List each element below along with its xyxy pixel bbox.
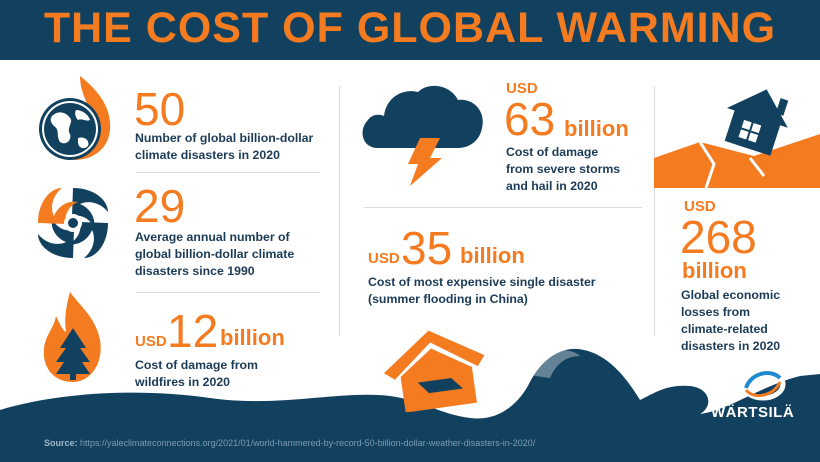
description-line: wildfires in 2020 (135, 375, 231, 389)
description-line: from severe storms (506, 162, 621, 176)
divider (339, 86, 340, 336)
annual-average-value: 29 (134, 180, 186, 232)
global-losses-unit: billion (682, 258, 747, 283)
description-line: and hail in 2020 (506, 179, 598, 193)
divider (364, 207, 642, 208)
single-disaster-description: Cost of most expensive single disaster (… (368, 274, 596, 308)
single-disaster-unit: billion (460, 243, 525, 268)
annual-average-description: Average annual number of global billion-… (135, 229, 294, 280)
hurricane-icon (38, 188, 108, 258)
wartsila-logo-text: WÄRTSILÄ (711, 404, 795, 421)
wildfires-unit: billion (220, 325, 285, 350)
divider (136, 172, 319, 173)
description-line: Cost of damage from (135, 358, 258, 372)
disasters-2020-description: Number of global billion-dollar climate … (135, 130, 313, 164)
burning-globe-icon (39, 76, 111, 160)
flooded-house-icon (383, 330, 485, 412)
description-line: global billion-dollar climate (135, 247, 295, 261)
page-title: THE COST OF GLOBAL WARMING (43, 4, 777, 52)
description-line: Cost of most expensive single disaster (368, 275, 596, 289)
global-losses-description: Global economic losses from climate-rela… (681, 287, 780, 355)
description-line: losses from (681, 305, 751, 319)
description-line: Average annual number of (135, 230, 290, 244)
wildfires-description: Cost of damage from wildfires in 2020 (135, 357, 258, 391)
storms-value: 63 (504, 93, 556, 145)
divider (136, 292, 319, 293)
description-line: climate-related (681, 322, 768, 336)
description-line: (summer flooding in China) (368, 292, 528, 306)
global-losses-currency: USD (684, 198, 716, 215)
wartsila-swirl-icon (740, 367, 786, 401)
collapsing-house-icon (654, 89, 820, 188)
description-line: Cost of damage (506, 145, 599, 159)
storms-description: Cost of damage from severe storms and ha… (506, 144, 620, 195)
storms-currency: USD (506, 80, 538, 97)
description-line: disasters since 1990 (135, 264, 255, 278)
description-line: Global economic (681, 288, 781, 302)
source-url[interactable]: https://yaleclimateconnections.org/2021/… (80, 438, 536, 448)
source-citation: Source: https://yaleclimateconnections.o… (44, 438, 535, 448)
global-losses-value: 268 (680, 211, 757, 263)
storm-cloud-icon (362, 85, 483, 186)
divider (654, 86, 655, 336)
storms-unit: billion (564, 116, 629, 141)
title-banner (0, 0, 820, 60)
wildfire-tree-icon (43, 292, 101, 382)
disasters-2020-value: 50 (134, 83, 186, 135)
description-line: climate disasters in 2020 (135, 148, 280, 162)
wildfires-value: 12 (167, 305, 219, 357)
single-disaster-currency: USD (368, 250, 400, 267)
source-label: Source: (44, 438, 78, 448)
description-line: Number of global billion-dollar (135, 131, 314, 145)
wildfires-currency: USD (135, 333, 167, 350)
description-line: disasters in 2020 (681, 339, 781, 353)
single-disaster-value: 35 (401, 222, 453, 274)
